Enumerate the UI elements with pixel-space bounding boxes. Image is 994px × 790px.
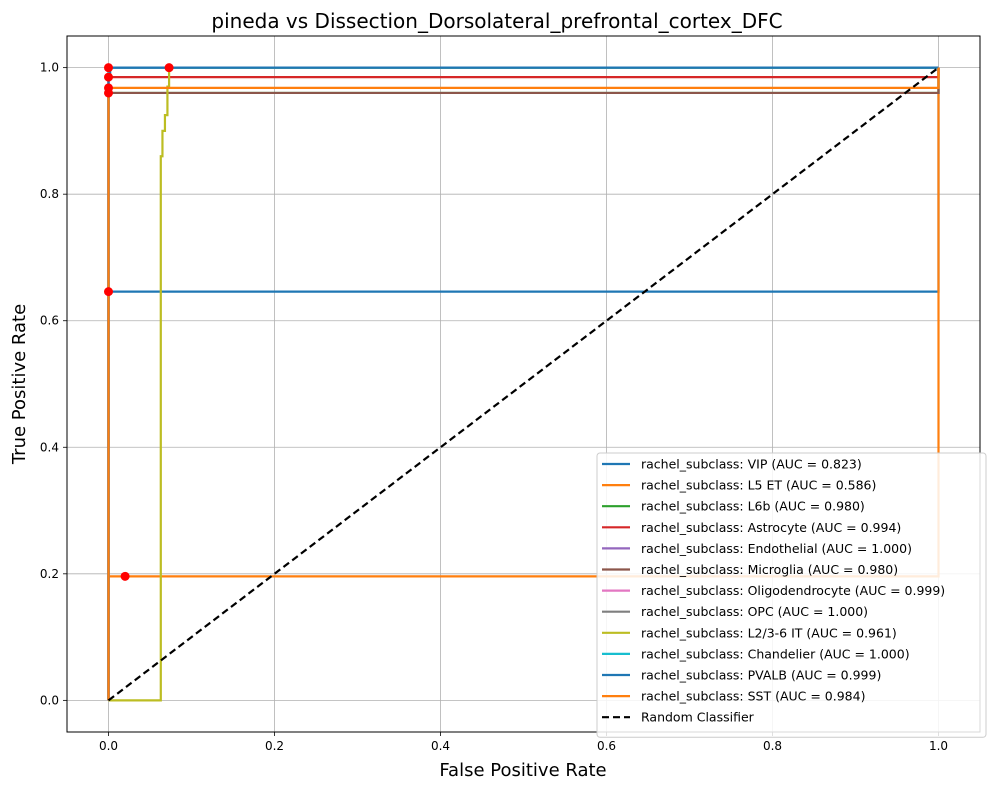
- legend-entry: rachel_subclass: OPC (AUC = 1.000): [641, 604, 868, 619]
- threshold-point: [104, 72, 113, 82]
- legend: rachel_subclass: VIP (AUC = 0.823) rachel…: [596, 452, 987, 738]
- legend-entry: rachel_subclass: L2/3-6 IT (AUC = 0.961): [641, 625, 897, 640]
- x-tick-label: 0.0: [99, 739, 118, 753]
- legend-entry: rachel_subclass: Microglia (AUC = 0.980): [641, 562, 898, 577]
- series-line: [108, 66, 939, 702]
- legend-entry: rachel_subclass: Astrocyte (AUC = 0.994): [641, 520, 901, 535]
- legend-entry: Random Classifier: [641, 710, 755, 725]
- series-line: [107, 66, 940, 702]
- axis-ticks: 0.0 0.2 0.4 0.6 0.8 1.0 0.0 0.2 0.4 0.6 0.8 1.0: [40, 61, 948, 753]
- plot-frame: [66, 35, 981, 733]
- legend-entry: rachel_subclass: PVALB (AUC = 0.999): [641, 668, 881, 683]
- legend-entry: rachel_subclass: L5 ET (AUC = 0.586): [641, 478, 876, 493]
- y-tick-label: 0.0: [40, 693, 59, 707]
- x-tick-label: 1.0: [929, 739, 948, 753]
- threshold-point: [164, 63, 174, 73]
- x-tick-label: 0.6: [597, 739, 616, 753]
- threshold-point: [104, 63, 113, 73]
- legend-entry: rachel_subclass: SST (AUC = 0.984): [641, 689, 865, 704]
- x-tick-label: 0.8: [763, 739, 782, 753]
- legend-box: [596, 452, 987, 738]
- y-axis-label: True Positive Rate: [9, 304, 30, 465]
- legend-entry: rachel_subclass: VIP (AUC = 0.823): [641, 457, 862, 472]
- threshold-point: [104, 88, 113, 98]
- legend-entry: rachel_subclass: Chandelier (AUC = 1.000…: [641, 646, 910, 661]
- threshold-point: [120, 571, 130, 581]
- y-tick-label: 0.8: [40, 187, 59, 201]
- threshold-points: [104, 63, 174, 581]
- threshold-point: [104, 287, 113, 297]
- y-tick-label: 0.6: [40, 314, 59, 328]
- x-axis-label: False Positive Rate: [439, 760, 606, 781]
- legend-entry: rachel_subclass: L6b (AUC = 0.980): [641, 499, 865, 514]
- x-tick-label: 0.4: [431, 739, 450, 753]
- y-tick-label: 1.0: [40, 61, 59, 75]
- chart-title: pineda vs Dissection_Dorsolateral_prefro…: [211, 9, 782, 33]
- y-tick-label: 0.4: [40, 440, 59, 454]
- legend-entry: rachel_subclass: Endothelial (AUC = 1.00…: [641, 541, 912, 556]
- grid: [67, 36, 980, 732]
- y-tick-label: 0.2: [40, 567, 59, 581]
- legend-entry: rachel_subclass: Oligodendrocyte (AUC = …: [641, 583, 945, 598]
- x-tick-label: 0.2: [265, 739, 284, 753]
